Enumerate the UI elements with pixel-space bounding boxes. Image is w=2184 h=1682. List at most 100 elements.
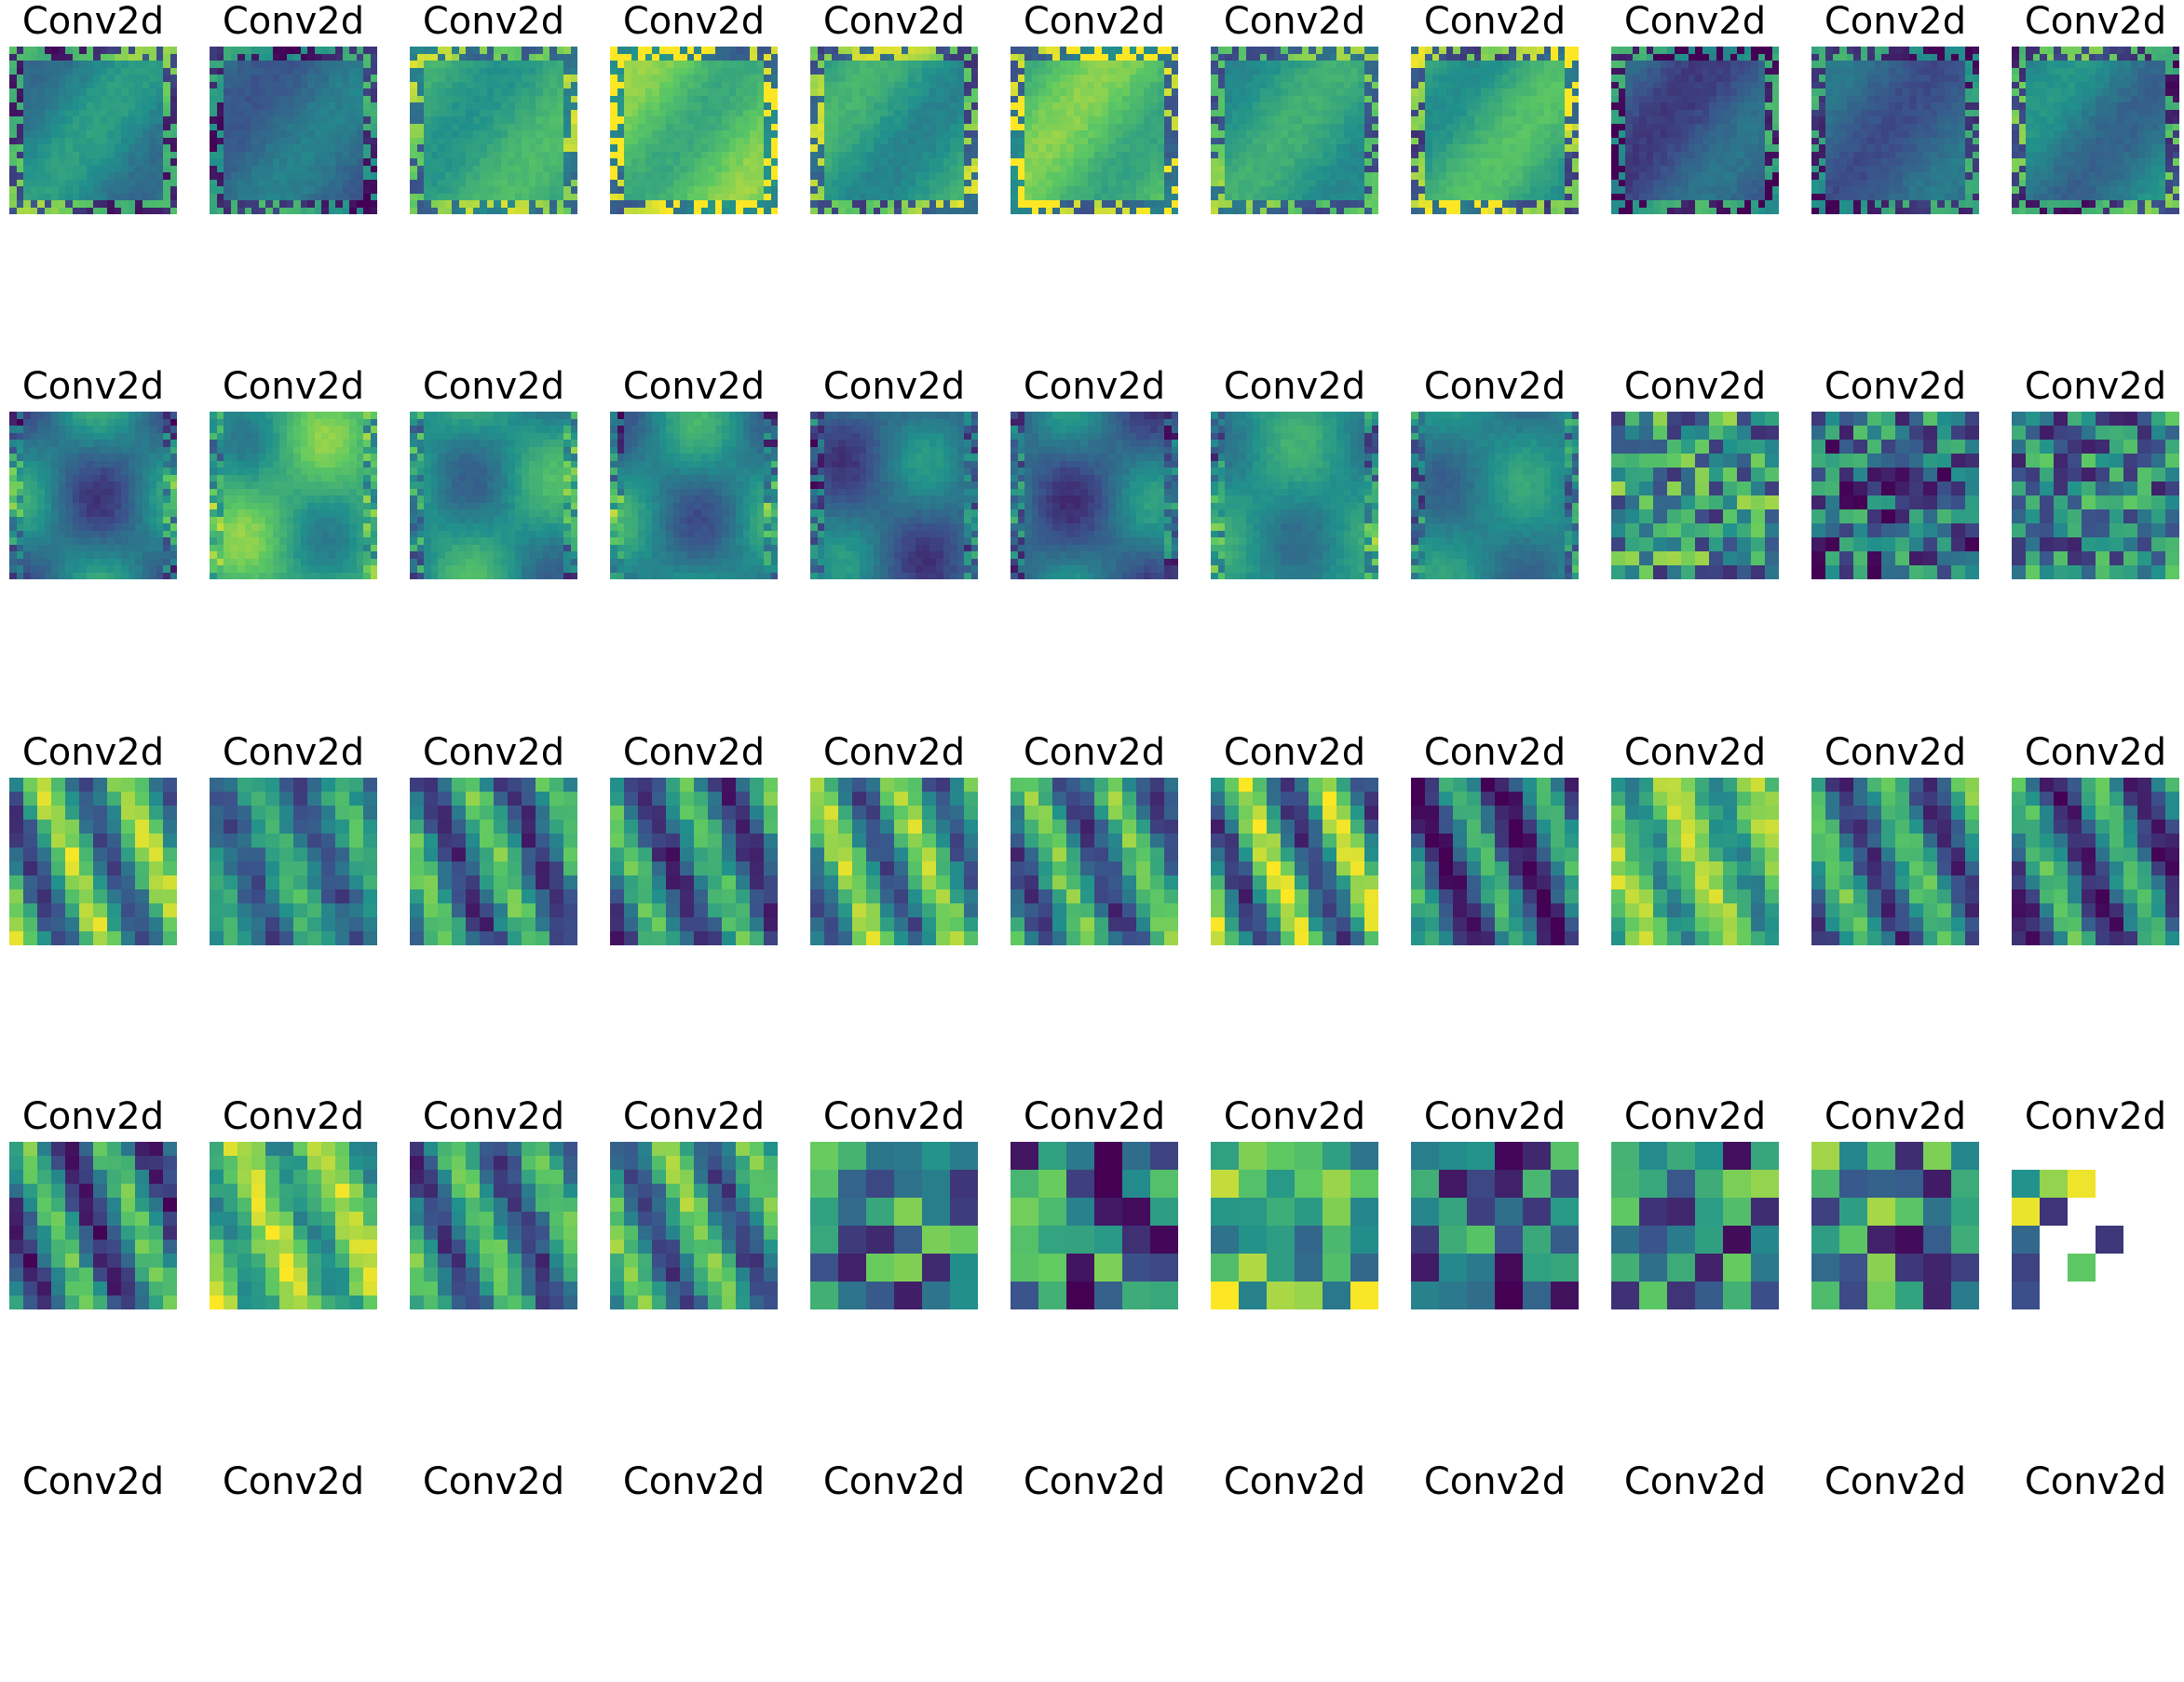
heatmap-cell	[1723, 144, 1730, 152]
heatmap-cell	[1253, 137, 1260, 144]
heatmap-cell	[1273, 75, 1281, 82]
heatmap-cell	[51, 193, 59, 200]
heatmap-cell	[494, 116, 501, 124]
heatmap-cell	[1136, 207, 1144, 214]
heatmap-cell	[86, 47, 93, 54]
heatmap-cell	[100, 75, 107, 82]
heatmap-cell	[79, 158, 87, 166]
heatmap-cell	[72, 165, 79, 172]
heatmap-cell	[149, 75, 156, 82]
heatmap-cell	[370, 137, 377, 144]
heatmap-cell	[472, 53, 480, 61]
heatmap-cell	[1073, 116, 1080, 124]
heatmap-cell	[230, 158, 237, 166]
heatmap-cell	[1295, 200, 1302, 208]
heatmap-cell	[1038, 47, 1046, 54]
heatmap-cell	[1157, 61, 1164, 68]
heatmap-cell	[1565, 186, 1572, 194]
heatmap-cell	[279, 123, 287, 130]
heatmap-cell	[964, 116, 971, 124]
heatmap-cell	[424, 165, 431, 172]
heatmap-cell	[210, 186, 217, 194]
heatmap-cell	[549, 123, 557, 130]
heatmap-cell	[1323, 186, 1330, 194]
heatmap-cell	[30, 137, 37, 144]
heatmap-cell	[293, 179, 301, 186]
heatmap-cell	[163, 137, 170, 144]
heatmap-cell	[1231, 130, 1239, 138]
heatmap-cell	[342, 53, 349, 61]
heatmap-cell	[1529, 137, 1537, 144]
heatmap-cell	[1743, 53, 1751, 61]
heatmap-cell	[1129, 144, 1136, 152]
heatmap-cell	[714, 165, 722, 172]
heatmap-cell	[1245, 67, 1253, 75]
heatmap-cell	[1439, 67, 1446, 75]
heatmap-cell	[1052, 193, 1060, 200]
heatmap-cell	[356, 116, 363, 124]
heatmap-cell	[114, 130, 121, 138]
heatmap-cell	[230, 81, 237, 88]
heatmap-cell	[472, 186, 480, 194]
heatmap-cell	[265, 151, 273, 158]
heatmap-cell	[1045, 207, 1052, 214]
heatmap-cell	[163, 144, 170, 152]
heatmap-cell	[1157, 123, 1164, 130]
heatmap-cell	[1295, 102, 1302, 110]
heatmap-cell	[1115, 95, 1122, 102]
heatmap-cell	[1667, 67, 1675, 75]
heatmap-cell	[1080, 61, 1088, 68]
heatmap-cell	[1481, 81, 1488, 88]
heatmap-cell	[1129, 137, 1136, 144]
heatmap-cell	[570, 151, 577, 158]
heatmap-cell	[1031, 123, 1038, 130]
heatmap-cell	[1287, 151, 1295, 158]
heatmap-cell	[1059, 207, 1066, 214]
heatmap-cell	[258, 95, 265, 102]
heatmap-cell	[107, 95, 115, 102]
heatmap-cell	[1411, 109, 1418, 116]
heatmap-cell	[244, 123, 251, 130]
heatmap-cell	[363, 75, 371, 82]
heatmap-cell	[1557, 144, 1565, 152]
heatmap-cell	[1653, 47, 1661, 54]
heatmap-cell	[58, 130, 65, 138]
heatmap-cell	[901, 61, 908, 68]
heatmap-cell	[1350, 179, 1358, 186]
heatmap-cell	[1523, 193, 1530, 200]
heatmap-cell	[1094, 151, 1102, 158]
heatmap-cell	[286, 88, 293, 96]
heatmap-cell	[1439, 130, 1446, 138]
heatmap-cell	[610, 47, 617, 54]
heatmap-cell	[542, 165, 549, 172]
heatmap-cell	[956, 158, 964, 166]
heatmap-cell	[293, 165, 301, 172]
heatmap-cell	[1031, 179, 1038, 186]
heatmap-cell	[1681, 144, 1689, 152]
heatmap-cell	[1571, 95, 1579, 102]
heatmap-cell	[686, 179, 694, 186]
heatmap-cell	[1688, 61, 1695, 68]
heatmap-cell	[908, 158, 916, 166]
heatmap-cell	[1618, 67, 1625, 75]
heatmap-cell	[1087, 200, 1094, 208]
heatmap-cell	[1217, 53, 1225, 61]
heatmap-cell	[508, 179, 515, 186]
heatmap-cell	[79, 144, 87, 152]
heatmap-cell	[880, 95, 888, 102]
heatmap-cell	[1431, 95, 1439, 102]
heatmap-cell	[873, 186, 880, 194]
heatmap-cell	[1371, 179, 1378, 186]
heatmap-cell	[1087, 172, 1094, 180]
heatmap-cell	[500, 165, 508, 172]
heatmap-cell	[156, 102, 163, 110]
heatmap-cell	[1211, 151, 1218, 158]
heatmap-cell	[1453, 109, 1460, 116]
heatmap-cell	[1646, 47, 1653, 54]
heatmap-cell	[1537, 61, 1544, 68]
heatmap-cell	[522, 123, 529, 130]
heatmap-cell	[216, 47, 224, 54]
heatmap-cell	[300, 165, 307, 172]
heatmap-cell	[472, 207, 480, 214]
heatmap-cell	[831, 179, 838, 186]
